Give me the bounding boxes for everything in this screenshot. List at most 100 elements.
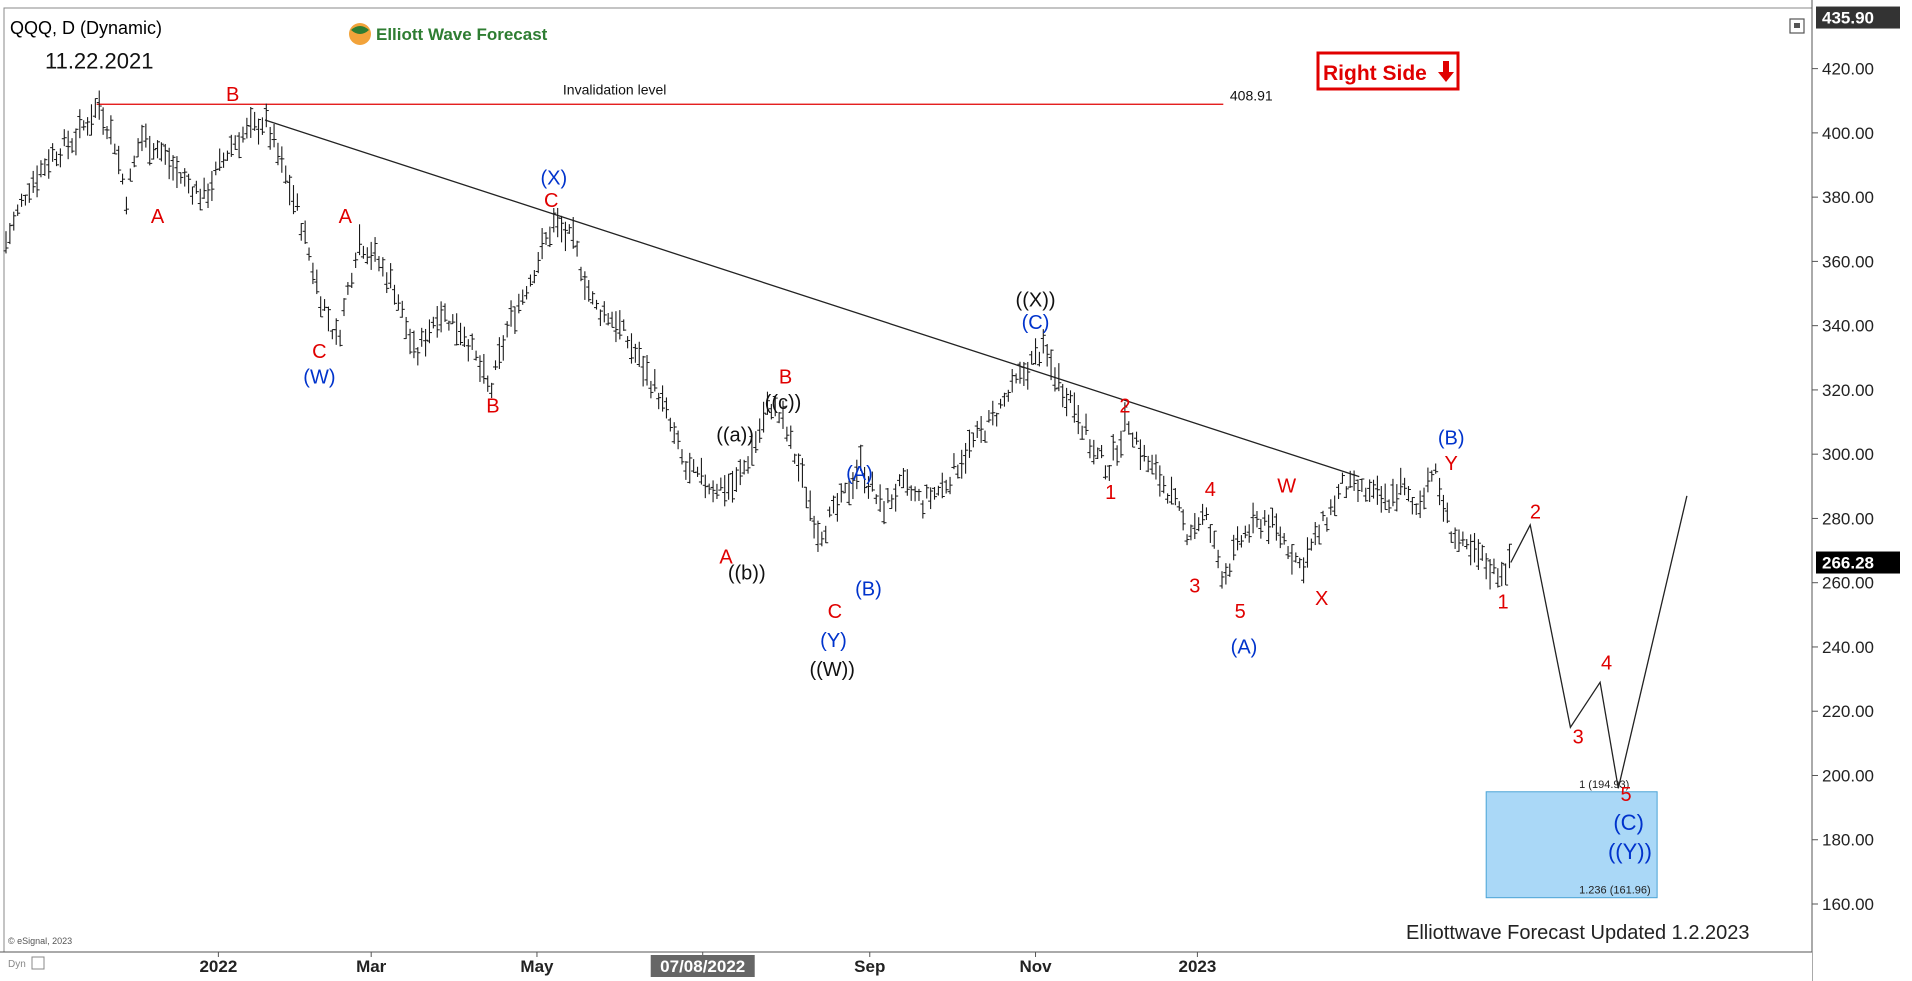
ohlc-bar <box>508 300 514 327</box>
ohlc-bar <box>974 420 980 438</box>
ohlc-bar <box>862 466 868 494</box>
ohlc-bar <box>935 485 941 496</box>
ohlc-bar <box>928 487 934 510</box>
projection-path <box>1510 495 1688 789</box>
ohlc-bar <box>695 466 701 477</box>
ohlc-bar <box>1056 363 1062 392</box>
ohlc-bar <box>469 333 475 350</box>
updated-text: Elliottwave Forecast Updated 1.2.2023 <box>1406 922 1750 944</box>
ohlc-bar <box>1405 486 1411 502</box>
ohlc-bar <box>325 306 331 332</box>
wave-label: (W) <box>303 366 335 388</box>
ohlc-bar <box>605 312 611 326</box>
ohlc-bar <box>147 135 153 166</box>
window-control[interactable] <box>1789 18 1805 34</box>
ohlc-bar <box>1087 439 1093 459</box>
ohlc-bar <box>1351 470 1357 491</box>
y-tick-label: 400.00 <box>1822 124 1874 143</box>
ohlc-bar <box>388 263 394 289</box>
ohlc-bar <box>1285 546 1291 560</box>
ohlc-bar <box>493 360 499 371</box>
wave-label: A <box>719 546 733 568</box>
ohlc-bar <box>485 375 491 392</box>
ohlc-bar <box>982 430 988 443</box>
ohlc-bar <box>1487 558 1493 590</box>
ohlc-bar <box>88 104 94 136</box>
ohlc-bar <box>1343 486 1349 499</box>
ohlc-bar <box>951 453 957 470</box>
ohlc-bar <box>578 266 584 282</box>
wave-label: B <box>779 366 792 388</box>
y-tick-label: 260.00 <box>1822 574 1874 593</box>
ohlc-bar <box>131 155 137 168</box>
x-tick-label: May <box>520 957 554 976</box>
ohlc-bar <box>1172 488 1178 506</box>
ohlc-bar <box>1425 467 1431 493</box>
ohlc-bar <box>259 117 265 135</box>
wave-label: 11.22.2021 <box>45 49 153 74</box>
ohlc-bar <box>15 204 21 216</box>
ohlc-bar <box>628 333 634 364</box>
ohlc-bar <box>1040 329 1046 354</box>
ohlc-bar <box>842 482 848 494</box>
wave-label: (B) <box>1438 428 1465 450</box>
ohlc-bar <box>900 468 906 489</box>
ohlc-bar <box>112 143 118 155</box>
ohlc-bar <box>757 418 763 443</box>
ohlc-bar <box>609 311 615 328</box>
wave-label: 2 <box>1119 395 1130 417</box>
ohlc-bar <box>236 132 242 159</box>
ohlc-bar <box>1402 477 1408 496</box>
right-side-badge: Right Side <box>1316 51 1460 91</box>
x-tick-label: Nov <box>1019 957 1052 976</box>
ohlc-bar <box>978 416 984 443</box>
ohlc-bar <box>698 457 704 485</box>
ohlc-bar <box>869 471 875 492</box>
ohlc-bar <box>1437 477 1443 506</box>
ohlc-bar <box>943 479 949 494</box>
ohlc-bar <box>1386 499 1392 513</box>
ohlc-bar <box>1506 543 1512 569</box>
ohlc-bar <box>675 430 681 450</box>
ohlc-bar <box>279 146 285 173</box>
ohlc-bar <box>590 291 596 305</box>
ohlc-bar <box>1238 535 1244 548</box>
ohlc-bar <box>516 293 522 314</box>
ohlc-bar <box>679 449 685 465</box>
ohlc-bar <box>660 385 666 412</box>
ohlc-bar <box>1355 479 1361 503</box>
ohlc-bar <box>745 456 751 474</box>
ohlc-bar <box>341 298 347 317</box>
ohlc-bar <box>920 500 926 519</box>
esignal-credit: © eSignal, 2023 <box>8 936 72 946</box>
ohlc-bar <box>1242 525 1248 539</box>
wave-label: C <box>828 601 842 623</box>
settings-icon[interactable] <box>31 956 45 970</box>
ohlc-bar <box>885 488 891 504</box>
ohlc-bar <box>714 483 720 500</box>
ohlc-bar <box>877 484 883 512</box>
target-zone-box <box>1485 791 1658 899</box>
ohlc-bar <box>1079 425 1085 440</box>
ohlc-bar <box>158 142 164 162</box>
ohlc-bar <box>228 134 234 157</box>
ohlc-bar <box>753 431 759 453</box>
ohlc-bar <box>1277 526 1283 549</box>
wave-label: ((X)) <box>1016 289 1056 311</box>
ohlc-bar <box>1254 511 1260 528</box>
ohlc-bar <box>415 347 421 366</box>
x-tick-label: 07/08/2022 <box>660 957 745 976</box>
ohlc-bar <box>120 173 126 185</box>
ohlc-bar <box>1328 499 1334 516</box>
ohlc-bar <box>823 525 829 544</box>
ohlc-bar <box>504 321 510 338</box>
ohlc-bar <box>1180 509 1186 531</box>
ohlc-bar <box>838 483 844 503</box>
ohlc-bar <box>426 319 432 344</box>
ohlc-bar <box>1013 373 1019 384</box>
ohlc-bar <box>1021 361 1027 387</box>
ohlc-bar <box>240 126 246 143</box>
ohlc-bar <box>1464 538 1470 550</box>
ohlc-bar <box>419 327 425 347</box>
